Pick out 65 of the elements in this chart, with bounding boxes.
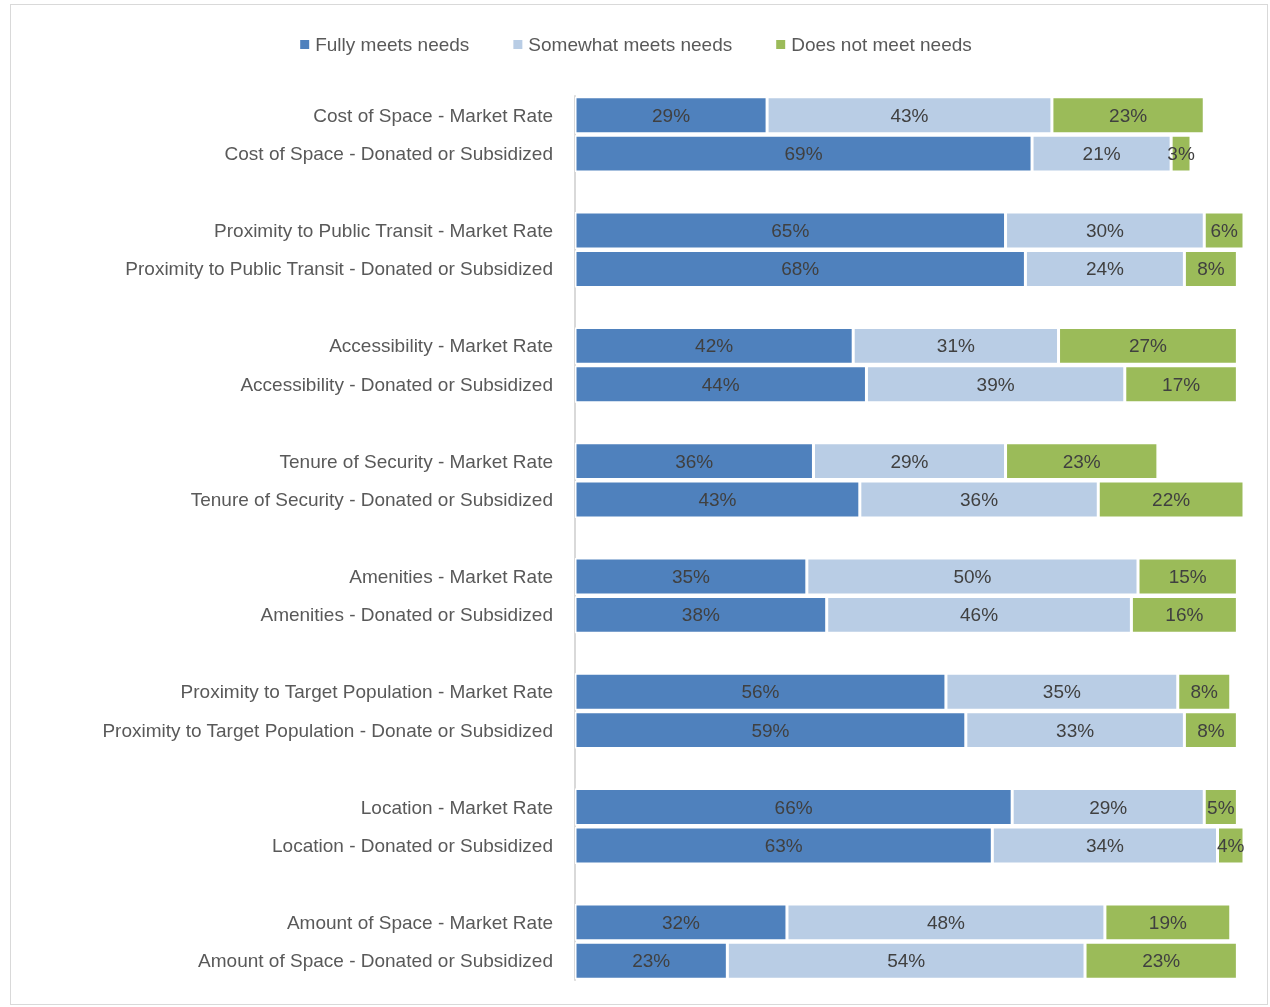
data-label: 39% bbox=[976, 373, 1015, 395]
data-label: 5% bbox=[1207, 796, 1235, 818]
data-label: 19% bbox=[1148, 911, 1187, 933]
data-label: 33% bbox=[1056, 719, 1095, 741]
data-label: 50% bbox=[953, 565, 992, 587]
y-tick-label: Proximity to Public Transit - Market Rate bbox=[214, 220, 553, 242]
y-tick-label: Location - Donated or Subsidized bbox=[272, 834, 553, 856]
data-label: 6% bbox=[1210, 220, 1238, 242]
data-label: 23% bbox=[1142, 950, 1181, 972]
data-label: 63% bbox=[764, 834, 803, 856]
y-tick-label: Proximity to Target Population - Donate or Subsidized bbox=[102, 719, 553, 741]
y-tick-label: Amount of Space - Market Rate bbox=[286, 911, 553, 933]
data-label: 36% bbox=[675, 450, 714, 472]
legend-label: Fully meets needs bbox=[315, 34, 470, 55]
data-label: 15% bbox=[1168, 565, 1207, 587]
data-label: 65% bbox=[771, 220, 810, 242]
y-tick-label: Cost of Space - Donated or Subsidized bbox=[224, 143, 553, 165]
data-label: 24% bbox=[1085, 258, 1125, 280]
legend-label: Does not meet needs bbox=[791, 34, 972, 55]
legend-label: Somewhat meets needs bbox=[528, 34, 733, 55]
data-label: 8% bbox=[1190, 681, 1219, 703]
data-label: 21% bbox=[1082, 143, 1121, 165]
data-label: 46% bbox=[960, 604, 999, 626]
data-label: 38% bbox=[681, 604, 720, 626]
data-label: 35% bbox=[671, 565, 711, 587]
data-label: 43% bbox=[890, 104, 929, 126]
data-label: 17% bbox=[1162, 373, 1201, 395]
data-label: 68% bbox=[781, 258, 820, 280]
data-label: 59% bbox=[751, 719, 790, 741]
y-tick-label: Amount of Space - Donated or Subsidized bbox=[198, 950, 553, 972]
data-label: 23% bbox=[1062, 450, 1101, 472]
data-label: 23% bbox=[1109, 104, 1148, 126]
data-label: 32% bbox=[661, 911, 701, 933]
data-label: 22% bbox=[1152, 489, 1191, 511]
y-tick-label: Proximity to Public Transit - Donated or Subsidized bbox=[125, 258, 553, 280]
data-label: 66% bbox=[774, 796, 813, 818]
data-label: 43% bbox=[698, 489, 737, 511]
y-tick-label: Amenities - Market Rate bbox=[349, 565, 553, 587]
data-label: 29% bbox=[890, 450, 929, 472]
data-label: 23% bbox=[632, 950, 671, 972]
data-label: 42% bbox=[695, 335, 734, 357]
data-label: 69% bbox=[784, 143, 823, 165]
data-label: 8% bbox=[1197, 719, 1225, 741]
y-tick-label: Amenities - Donated or Subsidized bbox=[260, 604, 553, 626]
y-tick-label: Accessibility - Market Rate bbox=[329, 335, 553, 357]
data-label: 30% bbox=[1085, 220, 1125, 242]
y-tick-label: Accessibility - Donated or Subsidized bbox=[240, 373, 553, 395]
data-label: 8% bbox=[1197, 258, 1225, 280]
data-label: 44% bbox=[701, 373, 740, 395]
data-label: 48% bbox=[926, 911, 966, 933]
data-label: 29% bbox=[652, 104, 691, 126]
data-label: 31% bbox=[936, 335, 975, 357]
y-tick-label: Proximity to Target Population - Market Rate bbox=[180, 681, 553, 703]
y-tick-label: Cost of Space - Market Rate bbox=[313, 104, 553, 126]
data-label: 29% bbox=[1089, 796, 1128, 818]
data-label: 16% bbox=[1165, 604, 1204, 626]
data-label: 27% bbox=[1128, 335, 1168, 357]
data-label: 54% bbox=[887, 950, 926, 972]
data-label: 34% bbox=[1085, 834, 1125, 856]
data-label: 56% bbox=[741, 681, 780, 703]
y-tick-label: Tenure of Security - Market Rate bbox=[279, 450, 553, 472]
y-tick-label: Tenure of Security - Donated or Subsidized bbox=[190, 489, 553, 511]
y-tick-label: Location - Market Rate bbox=[360, 796, 553, 818]
data-label: 35% bbox=[1042, 681, 1081, 703]
data-label: 36% bbox=[960, 489, 999, 511]
